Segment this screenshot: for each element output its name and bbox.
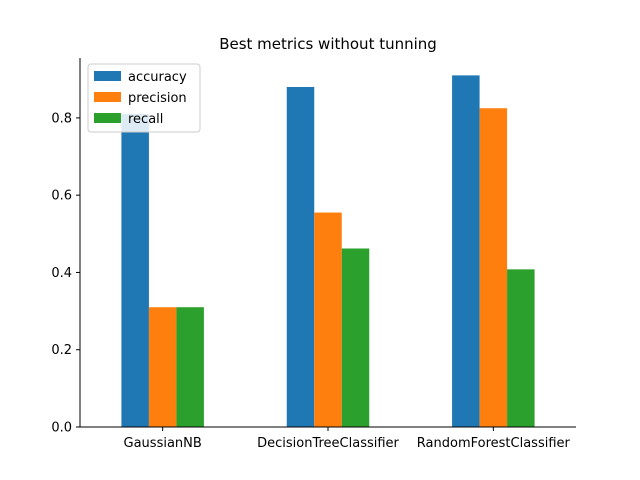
legend-label-precision: precision [128, 91, 187, 106]
bar-recall-RandomForestClassifier [507, 269, 535, 427]
y-tick-label: 0.8 [51, 111, 72, 126]
bar-precision-DecisionTreeClassifier [314, 212, 342, 427]
y-tick-label: 0.2 [51, 343, 72, 358]
legend-label-recall: recall [128, 112, 163, 127]
bar-accuracy-RandomForestClassifier [452, 75, 480, 427]
x-tick-label: GaussianNB [124, 436, 202, 451]
bar-accuracy-DecisionTreeClassifier [286, 86, 315, 427]
bar-recall-DecisionTreeClassifier [341, 248, 370, 427]
bar-precision-RandomForestClassifier [479, 108, 508, 427]
chart-title: Best metrics without tunning [219, 35, 437, 53]
bar-recall-GaussianNB [176, 307, 204, 427]
legend-swatch-precision [94, 92, 121, 102]
legend: accuracy precision recall [87, 63, 201, 133]
x-tick-label: RandomForestClassifier [417, 436, 571, 451]
legend-swatch-accuracy [94, 71, 121, 81]
legend-label-accuracy: accuracy [128, 70, 187, 85]
y-tick-label: 0.4 [51, 266, 72, 281]
bar-precision-GaussianNB [148, 307, 177, 427]
legend-swatch-recall [94, 113, 121, 123]
y-tick-label: 0.0 [51, 421, 72, 436]
x-tick-label: DecisionTreeClassifier [257, 436, 399, 451]
axes-group: 0.0 0.2 0.4 0.6 0.8 GaussianNB DecisionTreeCla… [51, 58, 576, 451]
y-tick-label: 0.6 [51, 189, 72, 204]
bars-group [121, 75, 535, 427]
bar-accuracy-GaussianNB [121, 114, 149, 427]
